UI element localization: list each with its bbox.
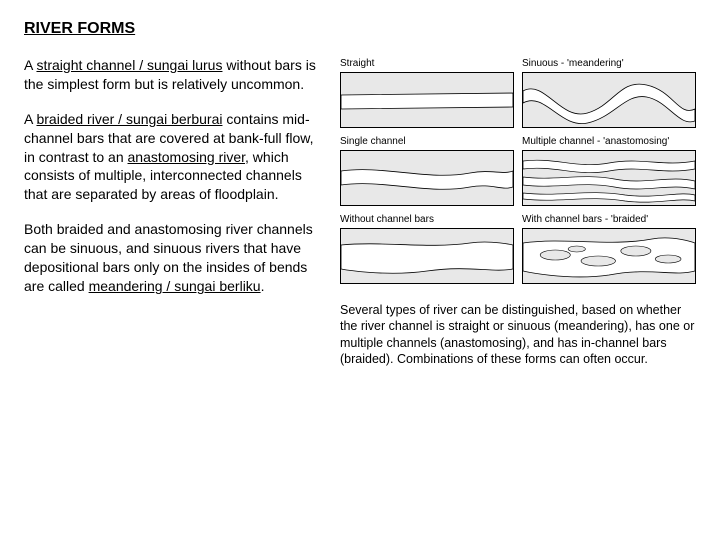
panel-sinuous-label: Sinuous - 'meandering' xyxy=(522,58,624,69)
panel-sinuous-wrap: Sinuous - 'meandering' xyxy=(522,72,696,128)
panel-single xyxy=(340,150,514,206)
panel-nobars-wrap: Without channel bars xyxy=(340,228,514,284)
content-row: A straight channel / sungai lurus withou… xyxy=(24,56,696,367)
panel-bars-wrap: With channel bars - 'braided' xyxy=(522,228,696,284)
panel-straight-wrap: Straight xyxy=(340,72,514,128)
p2-pre: A xyxy=(24,111,36,127)
panel-multiple-label: Multiple channel - 'anastomosing' xyxy=(522,136,669,147)
panel-bars-label: With channel bars - 'braided' xyxy=(522,214,648,225)
right-column: Straight Sinuous - 'meandering' Single c… xyxy=(340,56,696,367)
paragraph-3: Both braided and anastomosing river chan… xyxy=(24,220,324,296)
diagram-grid: Straight Sinuous - 'meandering' Single c… xyxy=(340,56,696,284)
p1-pre: A xyxy=(24,57,36,73)
paragraph-2: A braided river / sungai berburai contai… xyxy=(24,110,324,204)
panel-multiple xyxy=(522,150,696,206)
page-title: RIVER FORMS xyxy=(24,20,696,38)
paragraph-1: A straight channel / sungai lurus withou… xyxy=(24,56,324,94)
left-column: A straight channel / sungai lurus withou… xyxy=(24,56,324,367)
panel-bars xyxy=(522,228,696,284)
p3-post: . xyxy=(261,278,265,294)
p3-term: meandering / sungai berliku xyxy=(89,278,261,294)
panel-multiple-wrap: Multiple channel - 'anastomosing' xyxy=(522,150,696,206)
panel-straight xyxy=(340,72,514,128)
panel-single-wrap: Single channel xyxy=(340,150,514,206)
panel-nobars xyxy=(340,228,514,284)
panel-sinuous xyxy=(522,72,696,128)
p2-term1: braided river / sungai berburai xyxy=(36,111,222,127)
caption: Several types of river can be distinguis… xyxy=(340,302,696,367)
panel-straight-label: Straight xyxy=(340,58,374,69)
p2-term2: anastomosing river xyxy=(128,149,246,165)
p1-term: straight channel / sungai lurus xyxy=(36,57,222,73)
panel-single-label: Single channel xyxy=(340,136,406,147)
panel-nobars-label: Without channel bars xyxy=(340,214,434,225)
